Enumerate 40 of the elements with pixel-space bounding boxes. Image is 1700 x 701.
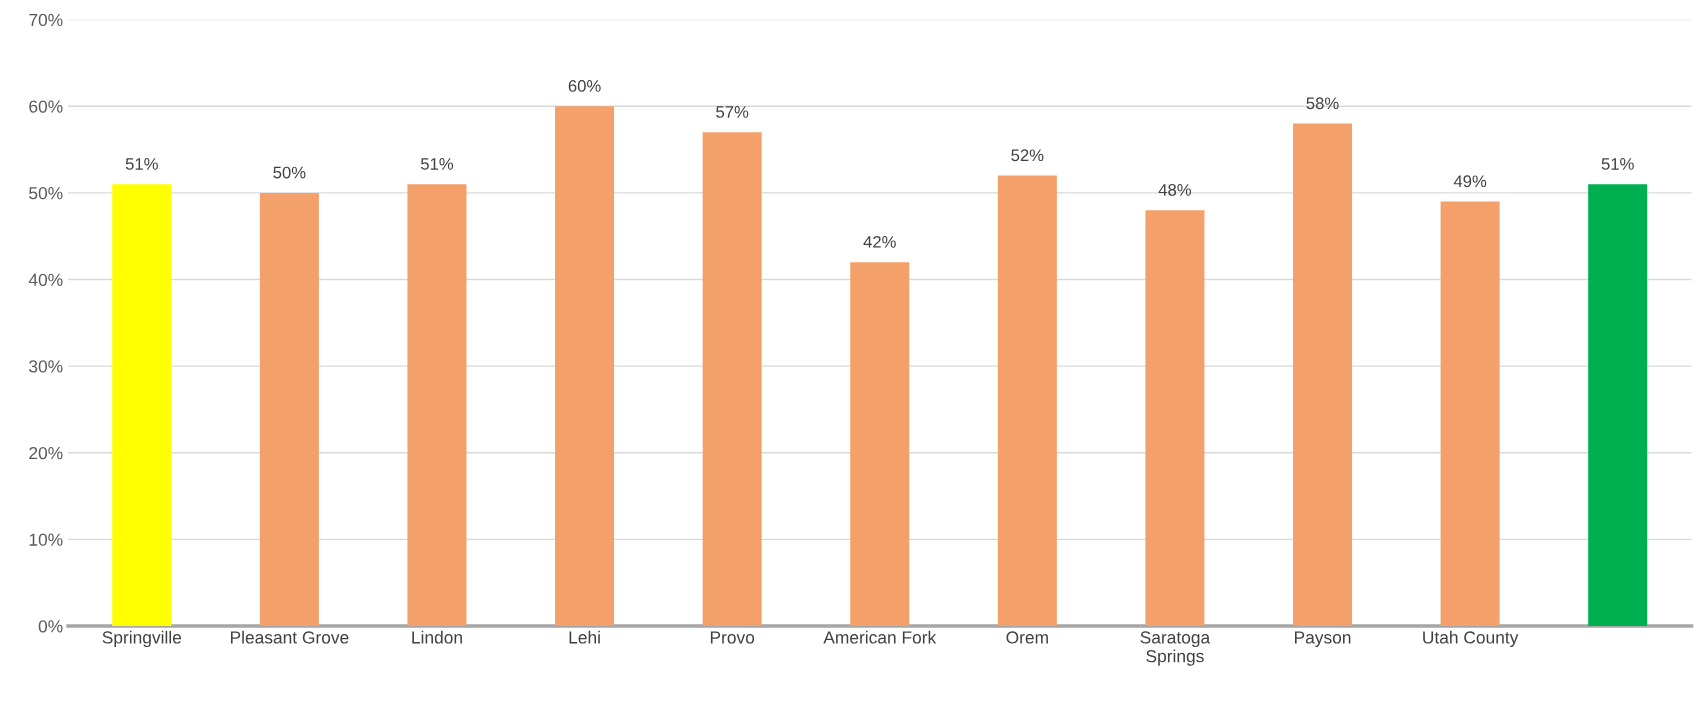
data-label: 51% <box>125 158 158 170</box>
bar <box>1588 184 1648 626</box>
x-tick-label: Lehi <box>569 630 600 644</box>
data-label: 60% <box>568 80 601 92</box>
x-tick-label: Payson <box>1294 631 1351 648</box>
y-tick-label: 40% <box>28 273 63 286</box>
x-tick-label: Springville <box>102 630 182 648</box>
y-tick-label: 20% <box>29 446 63 460</box>
data-label: 48% <box>1158 183 1192 196</box>
x-tick-label: Saratoga Springs <box>1140 631 1211 666</box>
y-tick-label: 50% <box>29 187 63 200</box>
bar <box>997 175 1057 626</box>
bar <box>1293 123 1353 626</box>
x-tick-label: Provo <box>710 631 755 644</box>
data-label: 51% <box>1601 158 1634 170</box>
bar <box>555 106 615 626</box>
bar <box>407 184 467 626</box>
bar <box>1145 210 1205 626</box>
data-label: 51% <box>420 158 454 170</box>
x-tick-label: Orem <box>1006 631 1048 644</box>
data-label: 57% <box>716 106 749 118</box>
bar <box>259 192 319 626</box>
x-tick-label: Utah County <box>1423 630 1519 648</box>
bar <box>850 262 910 626</box>
bar <box>112 184 172 626</box>
y-tick-label: 70% <box>29 13 63 27</box>
y-tick-label: 0% <box>38 620 63 633</box>
bar <box>1440 201 1500 626</box>
y-tick-label: 30% <box>29 360 63 373</box>
y-tick-label: 60% <box>29 100 63 113</box>
data-label: 52% <box>1011 149 1044 162</box>
x-tick-label: Lindon <box>412 630 462 644</box>
x-tick-label: Pleasant Grove <box>230 630 349 644</box>
data-label: 42% <box>863 235 896 248</box>
data-label: 49% <box>1453 175 1487 188</box>
bar <box>702 132 762 626</box>
data-label: 58% <box>1306 97 1339 110</box>
x-tick-label: American Fork <box>823 630 937 644</box>
data-label: 50% <box>273 166 306 179</box>
y-tick-label: 10% <box>29 533 63 546</box>
